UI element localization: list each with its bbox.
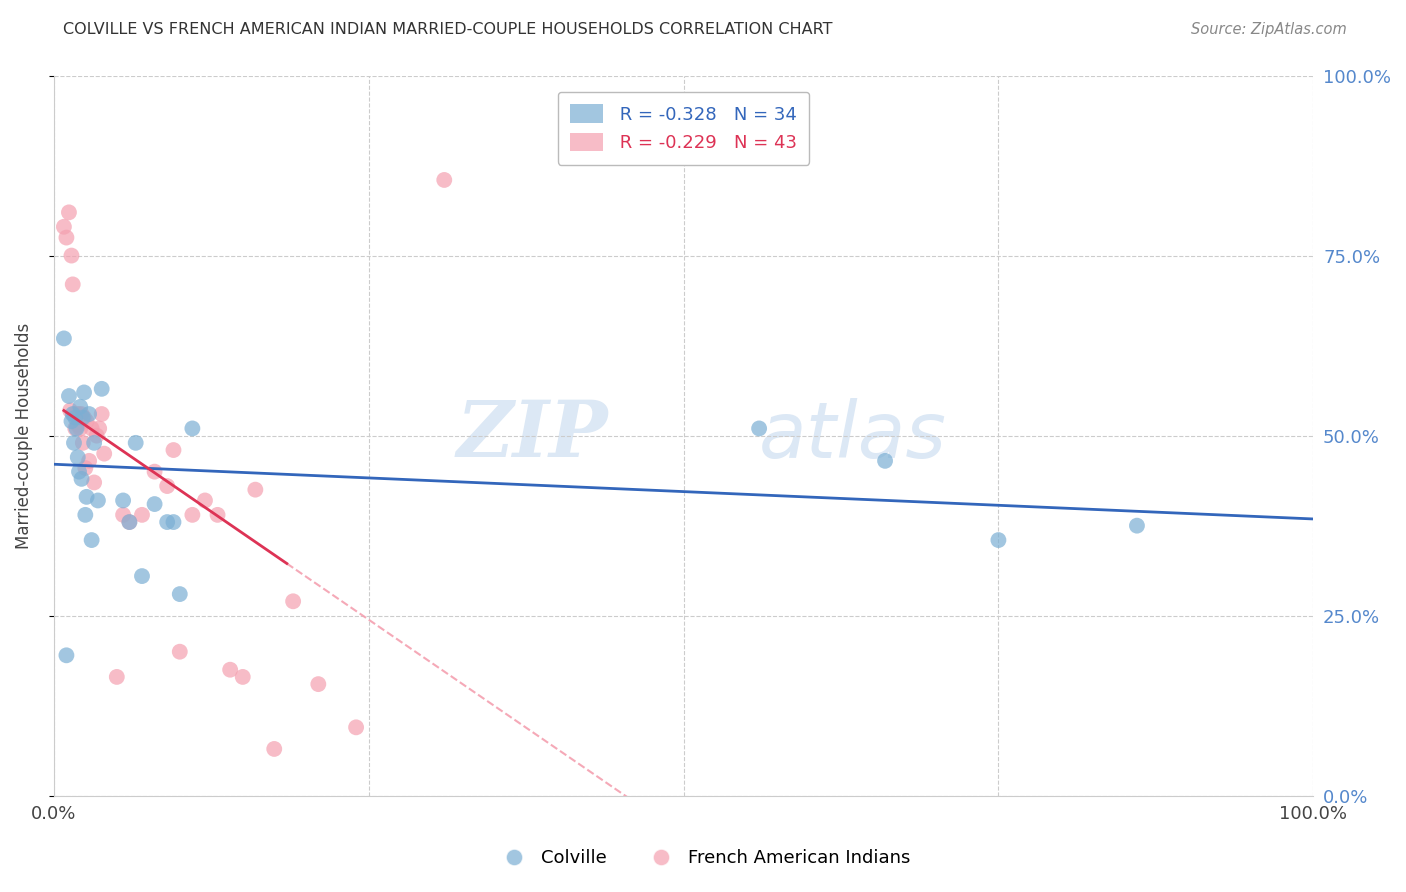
Point xyxy=(219,663,242,677)
Point xyxy=(59,403,82,417)
Point xyxy=(169,645,191,659)
Point xyxy=(281,594,304,608)
Point xyxy=(70,407,93,421)
Point xyxy=(65,410,87,425)
Point xyxy=(131,508,153,522)
Point xyxy=(67,465,90,479)
Point xyxy=(77,454,100,468)
Point xyxy=(65,421,87,435)
Point xyxy=(80,421,103,435)
Point xyxy=(125,435,148,450)
Point xyxy=(62,277,84,292)
Point xyxy=(69,400,91,414)
Point xyxy=(83,475,105,490)
Point xyxy=(76,414,98,428)
Point xyxy=(263,742,285,756)
Point xyxy=(987,533,1010,547)
Point xyxy=(69,421,91,435)
Point xyxy=(72,435,94,450)
Point xyxy=(118,515,141,529)
Point xyxy=(72,410,94,425)
Point xyxy=(75,508,97,522)
Point xyxy=(80,533,103,547)
Point xyxy=(181,421,204,435)
Point xyxy=(52,331,75,345)
Point xyxy=(86,428,108,442)
Point xyxy=(207,508,229,522)
Point xyxy=(162,515,184,529)
Point xyxy=(433,173,456,187)
Point xyxy=(60,249,83,263)
Point xyxy=(62,407,84,421)
Point xyxy=(58,389,80,403)
Point xyxy=(1126,518,1149,533)
Point xyxy=(162,443,184,458)
Point xyxy=(63,435,86,450)
Point xyxy=(89,421,111,435)
Point xyxy=(344,720,367,734)
Point xyxy=(143,497,166,511)
Y-axis label: Married-couple Households: Married-couple Households xyxy=(15,323,32,549)
Point xyxy=(73,410,96,425)
Point xyxy=(156,479,179,493)
Point xyxy=(87,493,110,508)
Point xyxy=(156,515,179,529)
Point xyxy=(143,465,166,479)
Point xyxy=(55,648,77,663)
Text: atlas: atlas xyxy=(759,398,948,474)
Point xyxy=(748,421,770,435)
Point xyxy=(73,385,96,400)
Point xyxy=(66,450,89,465)
Point xyxy=(55,230,77,244)
Point xyxy=(67,407,90,421)
Point xyxy=(90,407,112,421)
Point xyxy=(76,490,98,504)
Legend:  R = -0.328   N = 34,  R = -0.229   N = 43: R = -0.328 N = 34, R = -0.229 N = 43 xyxy=(558,92,810,165)
Point xyxy=(105,670,128,684)
Point xyxy=(63,407,86,421)
Point xyxy=(52,219,75,234)
Point xyxy=(75,461,97,475)
Point xyxy=(194,493,217,508)
Text: Source: ZipAtlas.com: Source: ZipAtlas.com xyxy=(1191,22,1347,37)
Point xyxy=(112,508,135,522)
Point xyxy=(93,447,115,461)
Point xyxy=(83,435,105,450)
Point xyxy=(112,493,135,508)
Point xyxy=(70,472,93,486)
Point xyxy=(77,407,100,421)
Legend: Colville, French American Indians: Colville, French American Indians xyxy=(488,842,918,874)
Text: ZIP: ZIP xyxy=(457,398,607,474)
Point xyxy=(245,483,267,497)
Point xyxy=(118,515,141,529)
Point xyxy=(181,508,204,522)
Point xyxy=(232,670,254,684)
Point xyxy=(307,677,329,691)
Point xyxy=(65,407,87,421)
Text: COLVILLE VS FRENCH AMERICAN INDIAN MARRIED-COUPLE HOUSEHOLDS CORRELATION CHART: COLVILLE VS FRENCH AMERICAN INDIAN MARRI… xyxy=(63,22,832,37)
Point xyxy=(169,587,191,601)
Point xyxy=(58,205,80,219)
Point xyxy=(60,414,83,428)
Point xyxy=(131,569,153,583)
Point xyxy=(873,454,896,468)
Point xyxy=(66,417,89,432)
Point xyxy=(65,421,87,435)
Point xyxy=(90,382,112,396)
